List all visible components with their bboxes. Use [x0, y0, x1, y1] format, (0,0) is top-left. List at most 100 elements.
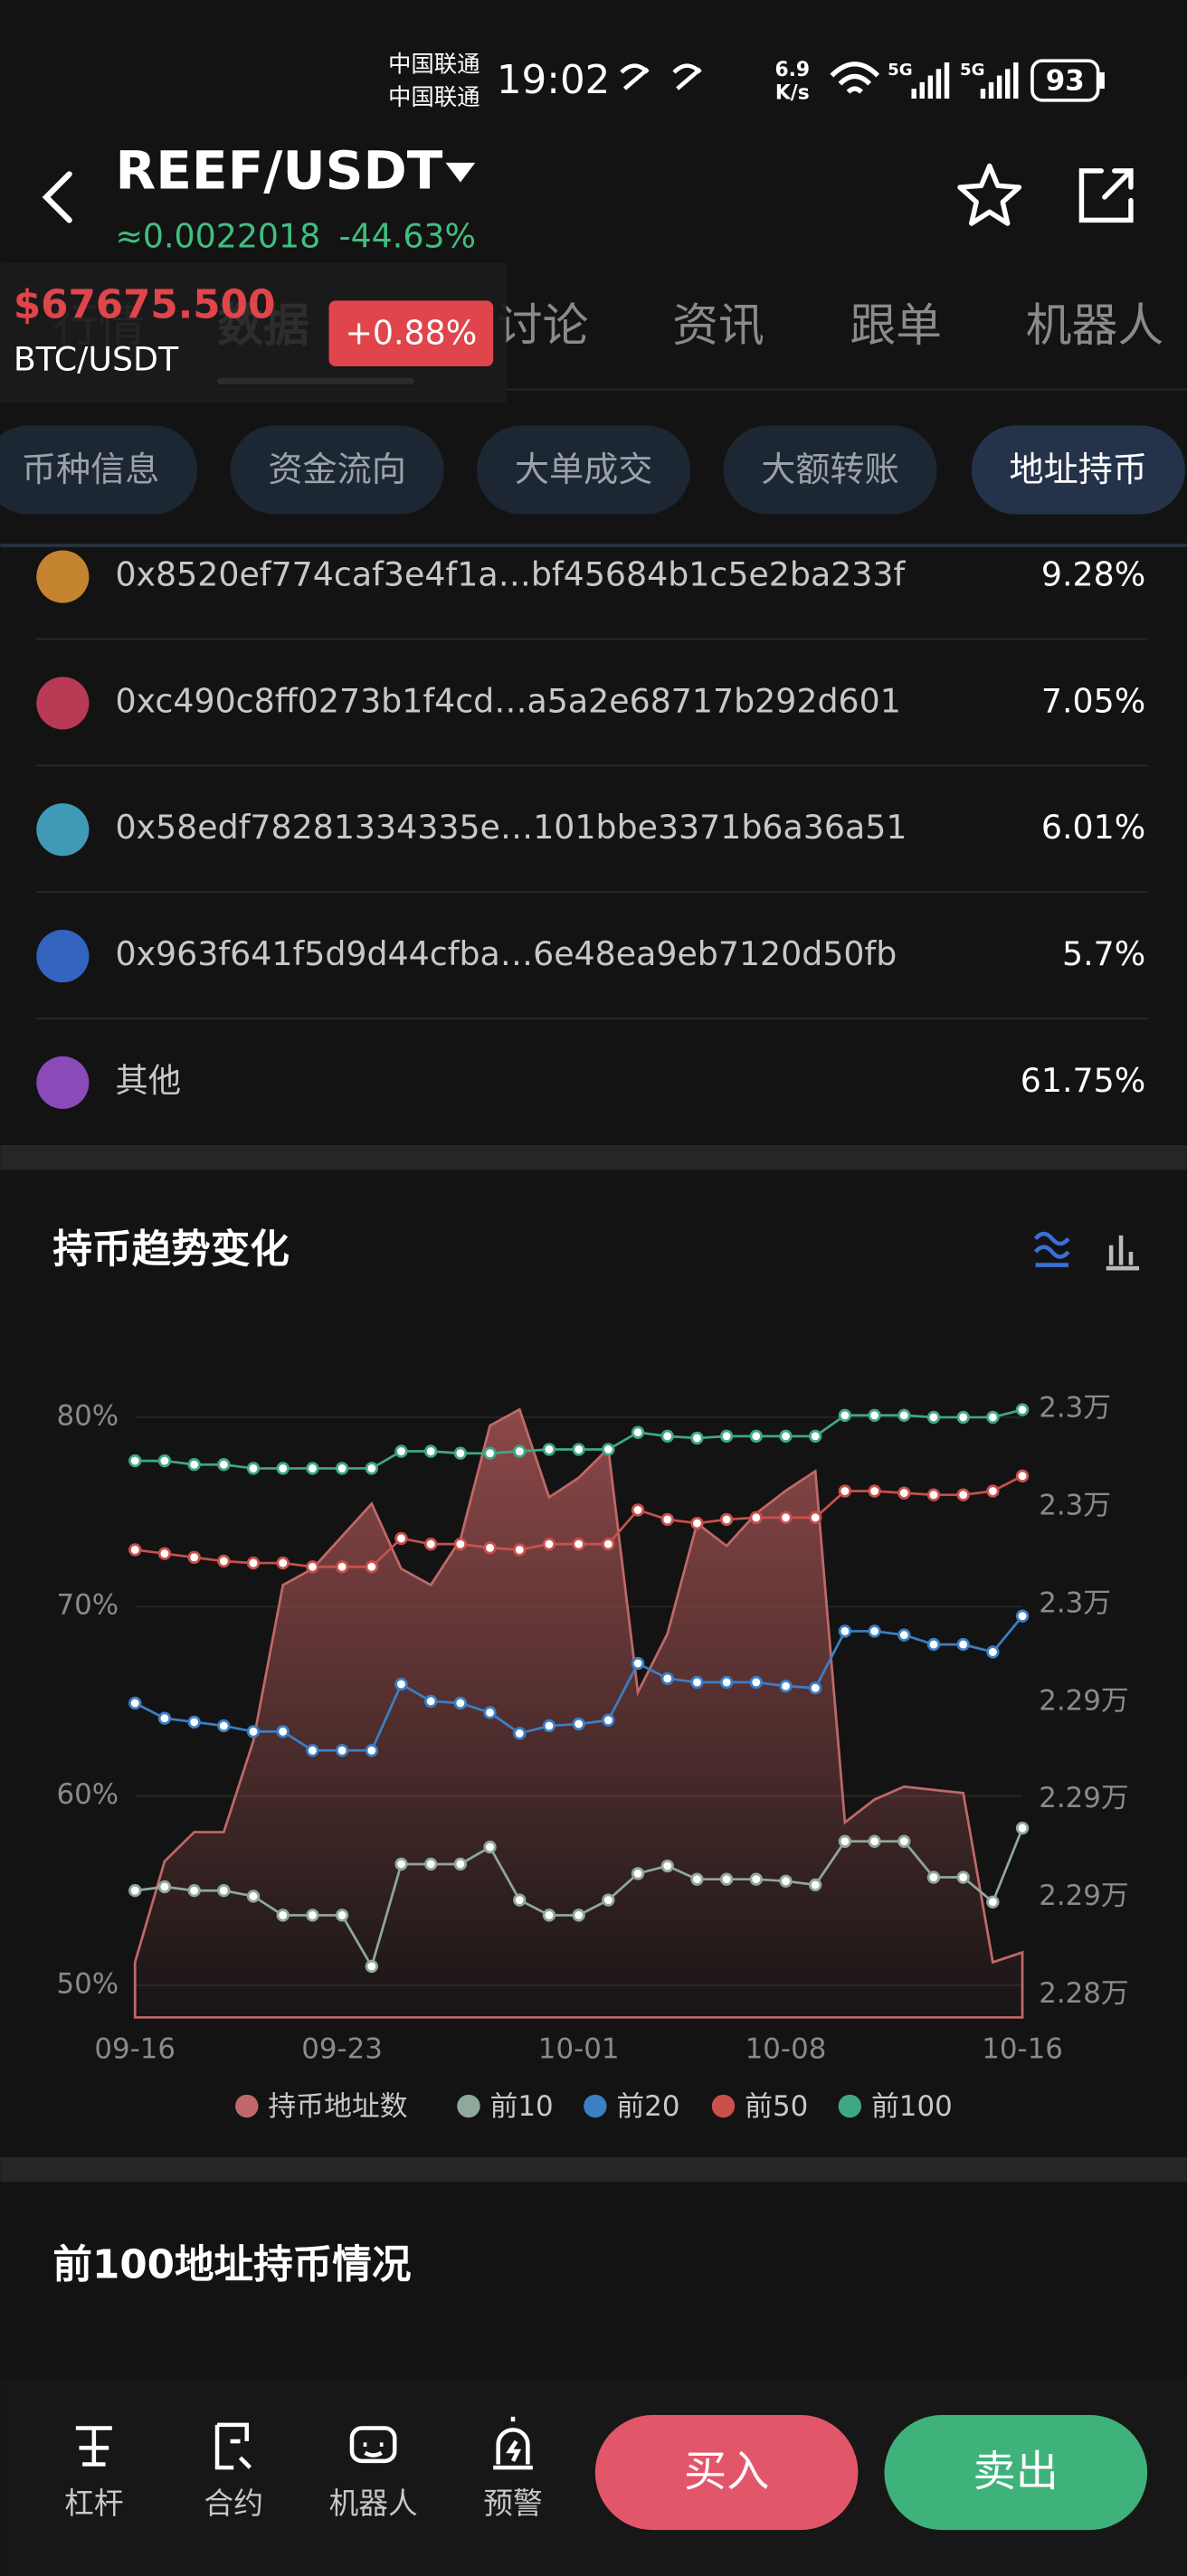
tab[interactable]: 跟单	[850, 298, 942, 352]
nav-label[interactable]: 合约	[204, 2486, 263, 2521]
legend-swatch	[457, 2094, 480, 2118]
tab[interactable]: 机器人	[1026, 298, 1164, 352]
legend-label: 前10	[490, 2090, 554, 2123]
sell-button[interactable]	[884, 2415, 1148, 2531]
point	[660, 1672, 674, 1685]
line-view-toggle[interactable]	[1033, 1231, 1070, 1267]
legend-swatch	[235, 2094, 259, 2118]
pair-dropdown[interactable]	[445, 162, 476, 183]
point	[660, 1512, 674, 1527]
share-button[interactable]	[1078, 168, 1134, 223]
point	[365, 1744, 378, 1757]
point	[246, 1556, 261, 1570]
point	[542, 1537, 556, 1551]
point	[157, 1454, 172, 1468]
y-tick-label: 50%	[56, 1967, 119, 2000]
subtab-pill[interactable]	[971, 425, 1185, 515]
point	[779, 1429, 793, 1444]
subtab[interactable]: 大单成交	[515, 450, 653, 489]
point	[365, 1560, 378, 1574]
tab[interactable]: 资讯	[672, 298, 764, 352]
point	[868, 1624, 881, 1638]
ticker-price: $67675.500	[14, 283, 275, 328]
subtab-pill[interactable]	[230, 425, 444, 515]
point	[483, 1541, 497, 1555]
y2-tick-label: 2.29万	[1039, 1880, 1129, 1912]
point	[779, 1679, 793, 1693]
holder-share: 6.01%	[1041, 808, 1145, 847]
point	[483, 1706, 497, 1719]
subtab-pill[interactable]	[0, 425, 198, 515]
point	[394, 1857, 408, 1871]
point	[690, 1872, 704, 1886]
point	[306, 1908, 319, 1922]
holder-address: 0x963f641f5d9d44cfba…6e48ea9eb7120d50fb	[115, 934, 897, 973]
point	[276, 1556, 290, 1570]
subtab[interactable]: 资金流向	[268, 450, 406, 489]
holder-share: 9.28%	[1041, 555, 1145, 594]
pair-title[interactable]: REEF/USDT	[115, 140, 442, 202]
point	[453, 1446, 468, 1460]
legend-swatch	[838, 2094, 862, 2118]
holder-list: 0x8520ef774caf3e4f1a…bf45684b1c5e2ba233f…	[36, 550, 1148, 1110]
point	[187, 1550, 201, 1564]
x-tick-label: 09-16	[94, 2032, 176, 2065]
point	[217, 1719, 231, 1733]
point	[749, 1511, 763, 1525]
subtab-pill[interactable]	[477, 425, 691, 515]
point	[868, 1408, 881, 1422]
favorite-button[interactable]	[957, 163, 1022, 226]
point	[1015, 1469, 1030, 1482]
subtab[interactable]: 币种信息	[22, 450, 160, 489]
point	[513, 1727, 527, 1740]
tab[interactable]: 讨论	[497, 298, 589, 352]
area	[133, 1407, 1024, 2019]
point	[986, 1484, 1000, 1498]
carrier: 中国联通	[388, 51, 480, 78]
section-title: 前100地址持币情况	[52, 2243, 411, 2288]
subtab[interactable]: 大额转账	[761, 450, 899, 489]
point	[809, 1681, 822, 1695]
nav-label[interactable]: 杠杆	[64, 2486, 123, 2521]
point	[897, 1834, 911, 1848]
point	[986, 1645, 1000, 1659]
point	[513, 1893, 527, 1907]
x-tick-label: 10-08	[745, 2032, 827, 2065]
sim-label: 5G	[888, 61, 913, 80]
point	[660, 1429, 674, 1444]
point	[128, 1884, 142, 1898]
y2-tick-label: 2.3万	[1039, 1490, 1111, 1522]
nav-label[interactable]: 机器人	[329, 2486, 418, 2521]
point	[602, 1537, 615, 1551]
point	[424, 1694, 438, 1709]
point	[572, 1717, 585, 1731]
point	[453, 1696, 468, 1710]
point	[719, 1429, 734, 1444]
point	[926, 1488, 941, 1501]
point	[809, 1878, 822, 1892]
subtab[interactable]: 地址持币	[1010, 450, 1148, 489]
point	[1015, 1609, 1030, 1623]
signal-icon	[980, 62, 1019, 99]
point	[956, 1637, 970, 1652]
back-button[interactable]	[42, 171, 72, 223]
subtab-pill[interactable]	[723, 425, 937, 515]
point	[956, 1488, 970, 1501]
holder-address: 其他	[115, 1061, 181, 1100]
nav-label[interactable]: 预警	[483, 2486, 542, 2521]
point	[986, 1895, 1000, 1908]
subtab-bar: 币种信息 资金流向 大单成交 大额转账 地址持币	[0, 425, 1185, 515]
section-gap	[0, 2156, 1187, 2183]
point	[719, 1675, 734, 1690]
point	[335, 1908, 349, 1922]
sell-label[interactable]: 卖出	[973, 2447, 1059, 2496]
point	[306, 1744, 319, 1757]
point	[424, 1444, 438, 1458]
buy-button[interactable]	[594, 2415, 859, 2531]
buy-label[interactable]: 买入	[684, 2447, 769, 2496]
point	[483, 1446, 497, 1460]
bar-view-toggle[interactable]	[1106, 1235, 1140, 1271]
net-speed: 6.9	[774, 59, 810, 81]
